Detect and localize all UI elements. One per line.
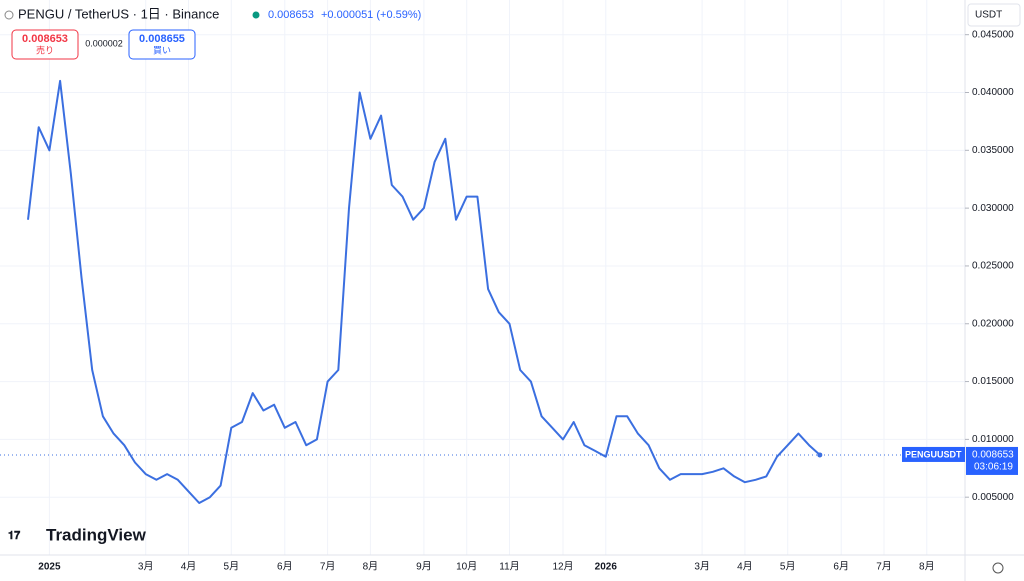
x-tick-label: 4月: [737, 561, 753, 573]
logo-mark: 𝟏𝟕: [8, 530, 21, 542]
price-tag: PENGUUSDT: [905, 449, 962, 459]
settings-icon[interactable]: [992, 562, 1004, 574]
buy-price: 0.008655: [139, 33, 185, 45]
y-tick-label: 0.020000: [972, 318, 1014, 329]
x-tick-label: 7月: [320, 561, 336, 573]
sell-label: 売り: [36, 44, 54, 55]
x-tick-label: 3月: [138, 561, 154, 573]
x-tick-label: 11月: [499, 561, 519, 573]
y-tick-label: 0.005000: [972, 492, 1014, 503]
y-tick-label: 0.040000: [972, 87, 1014, 98]
y-tick-label: 0.015000: [972, 376, 1014, 387]
last-price-box: [966, 446, 1018, 475]
last-price-label: 0.008653: [972, 450, 1014, 461]
y-tick-label: 0.035000: [972, 145, 1014, 156]
buy-label: 買い: [153, 45, 171, 55]
x-tick-label: 6月: [833, 561, 849, 573]
x-tick-label: 5月: [780, 561, 796, 573]
sell-price: 0.008653: [22, 33, 68, 45]
price-line: [27, 79, 821, 504]
buy-button[interactable]: [128, 29, 196, 60]
last-point: [817, 452, 823, 458]
y-tick-label: 0.025000: [972, 261, 1014, 272]
y-tick-label: 0.045000: [972, 29, 1014, 40]
x-tick-label: 7月: [876, 561, 892, 573]
symbol-icon: [4, 10, 14, 20]
x-tick-label: 9月: [416, 561, 432, 573]
x-tick-label: 10月: [456, 561, 477, 573]
x-tick-label: 8月: [363, 561, 379, 573]
currency-button[interactable]: [967, 3, 1021, 27]
countdown: 03:06:19: [974, 462, 1013, 473]
y-tick-label: 0.010000: [972, 434, 1014, 445]
market-dot: [252, 11, 260, 19]
x-tick-label: 2026: [595, 562, 618, 573]
price: 0.008653: [268, 9, 314, 21]
x-tick-label: 6月: [277, 561, 293, 573]
x-tick-label: 8月: [919, 561, 935, 573]
logo: TradingView: [46, 525, 147, 544]
sell-button[interactable]: [11, 29, 79, 60]
x-tick-label: 4月: [181, 561, 197, 573]
change: +0.000051 (+0.59%): [321, 9, 421, 21]
x-tick-label: 12月: [552, 561, 573, 573]
symbol: PENGU / TetherUS · 1日 · Binance: [18, 6, 219, 21]
x-tick-label: 3月: [694, 561, 710, 573]
x-tick-label: 5月: [224, 561, 240, 573]
price-tag-box: [902, 446, 965, 462]
spread: 0.000002: [85, 38, 123, 48]
currency: USDT: [975, 10, 1002, 21]
x-tick-label: 2025: [38, 562, 61, 573]
y-tick-label: 0.030000: [972, 203, 1014, 214]
